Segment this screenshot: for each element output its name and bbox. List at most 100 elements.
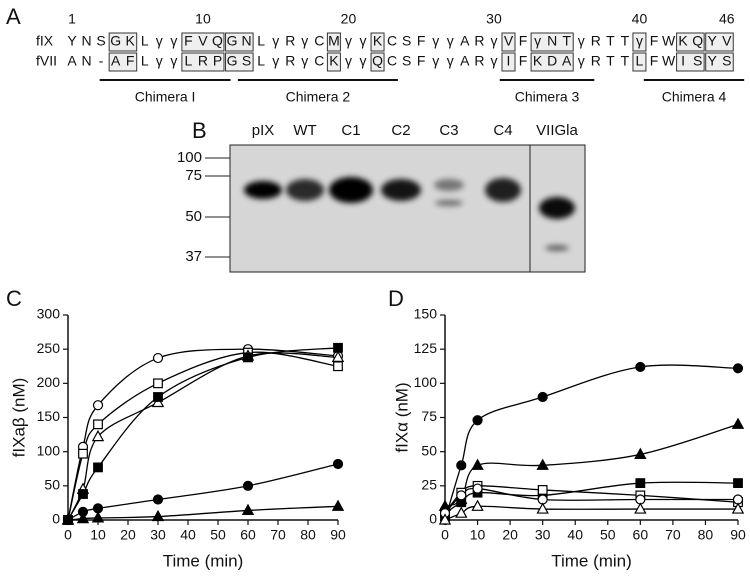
- residue: K: [678, 33, 688, 49]
- residue: A: [562, 53, 572, 69]
- fit-line: [444, 505, 738, 521]
- position-number: 20: [341, 11, 357, 27]
- residue: F: [126, 53, 135, 69]
- residue: γ: [301, 33, 308, 49]
- data-point: [76, 511, 90, 524]
- residue: N: [81, 53, 91, 69]
- fit-line: [444, 364, 739, 521]
- y-tick-label: 125: [414, 340, 438, 356]
- data-point: [731, 417, 745, 429]
- gel-band: [539, 197, 575, 219]
- panel-label: D: [388, 286, 404, 311]
- residue: γ: [432, 33, 439, 49]
- data-point: [91, 429, 105, 442]
- residue-box: [632, 52, 647, 72]
- region-label: Chimera 4: [662, 89, 727, 105]
- position-number: 1: [68, 11, 76, 27]
- y-tick-label: 150: [37, 408, 61, 424]
- residue: K: [126, 33, 136, 49]
- gel-band: [286, 179, 324, 201]
- y-tick-label: 250: [37, 340, 61, 356]
- data-point: [536, 502, 549, 514]
- residue: γ: [156, 33, 163, 49]
- x-axis-label: Time (min): [551, 551, 632, 570]
- residue: V: [504, 33, 514, 49]
- residue: S: [402, 33, 411, 49]
- lane-label: WT: [293, 122, 316, 139]
- residue: I: [507, 53, 511, 69]
- residue: γ: [156, 53, 163, 69]
- position-number: 10: [195, 11, 211, 27]
- data-point: [61, 513, 75, 525]
- data-point: [438, 513, 452, 525]
- data-point: [455, 506, 468, 518]
- residue: I: [681, 53, 685, 69]
- residue: γ: [432, 53, 439, 69]
- data-point: [332, 458, 344, 470]
- panel-label: A: [6, 4, 21, 29]
- x-tick-label: 90: [730, 527, 746, 543]
- residue: L: [185, 53, 193, 69]
- fit-line: [67, 347, 339, 521]
- residue: T: [606, 53, 615, 69]
- x-tick-label: 50: [600, 527, 616, 543]
- residue: K: [373, 33, 383, 49]
- residue-box: [108, 52, 138, 72]
- residue: R: [591, 53, 601, 69]
- residue: W: [662, 33, 676, 49]
- residue: R: [474, 33, 484, 49]
- residue: C: [314, 33, 324, 49]
- data-point: [78, 489, 88, 499]
- residue-box: [326, 52, 341, 72]
- residue: S: [693, 53, 702, 69]
- residue: γ: [360, 33, 367, 49]
- x-tick-label: 10: [90, 527, 106, 543]
- residue: A: [460, 33, 470, 49]
- data-point: [242, 480, 254, 491]
- residue: γ: [534, 33, 541, 49]
- residue: Y: [708, 53, 718, 69]
- residue: L: [257, 53, 265, 69]
- residue: γ: [360, 53, 367, 69]
- data-point: [456, 490, 467, 501]
- residue: Q: [372, 53, 383, 69]
- residue: R: [285, 33, 295, 49]
- residue: F: [650, 53, 659, 69]
- residue-box: [705, 32, 734, 52]
- y-tick-label: 100: [37, 442, 61, 458]
- panel-label: B: [192, 118, 207, 143]
- gel-band: [434, 179, 464, 191]
- data-point: [333, 342, 343, 353]
- residue-box: [225, 32, 254, 52]
- data-point: [634, 447, 647, 459]
- y-tick-label: 50: [44, 477, 60, 493]
- marker-label: 50: [185, 208, 202, 225]
- region-label: Chimera 3: [515, 89, 580, 105]
- residue-box: [370, 52, 385, 72]
- gel-band: [545, 245, 569, 251]
- y-tick-label: 50: [421, 442, 437, 458]
- residue: K: [329, 53, 339, 69]
- gel-band: [329, 177, 373, 203]
- residue: Q: [212, 33, 223, 49]
- marker-label: 37: [185, 248, 202, 265]
- data-point: [634, 502, 647, 514]
- fit-line: [67, 351, 339, 521]
- residue-box: [181, 32, 225, 52]
- x-tick-label: 40: [180, 527, 196, 543]
- residue: F: [650, 33, 659, 49]
- x-axis-label: Time (min): [163, 551, 244, 570]
- fit-line: [67, 348, 339, 521]
- data-point: [152, 352, 164, 364]
- lane-label: C1: [341, 122, 360, 139]
- residue: γ: [578, 53, 585, 69]
- residue: S: [242, 53, 251, 69]
- residue: C: [387, 53, 397, 69]
- fit-line: [67, 505, 339, 521]
- data-point: [537, 485, 548, 495]
- region-label: Chimera 2: [286, 89, 351, 105]
- y-tick-label: 150: [414, 306, 438, 322]
- data-point: [731, 502, 745, 514]
- residue: V: [198, 33, 208, 49]
